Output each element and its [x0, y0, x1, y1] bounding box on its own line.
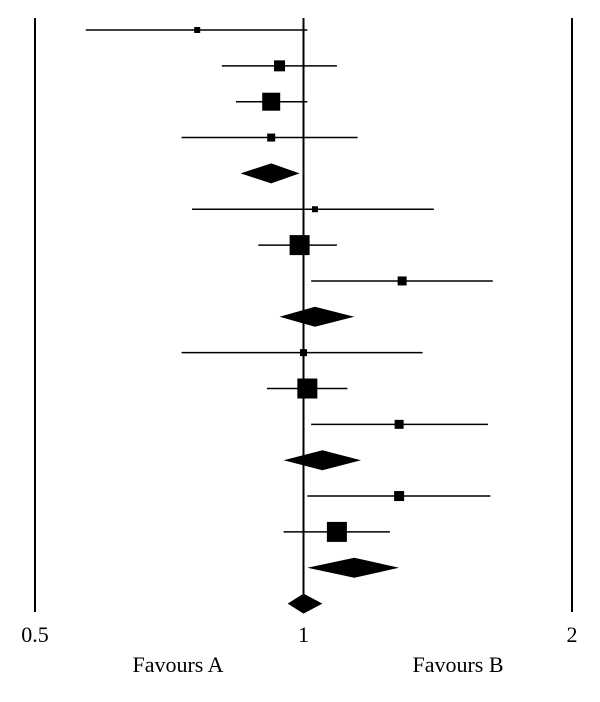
point-estimate [311, 206, 318, 213]
pooled-diamond [307, 557, 400, 578]
left-label: Favours A [132, 652, 223, 677]
point-estimate [297, 378, 318, 399]
pooled-diamond [287, 593, 323, 614]
point-estimate [300, 349, 307, 357]
point-estimate [397, 276, 407, 286]
x-tick-label: 0.5 [21, 622, 49, 647]
pooled-diamond [283, 450, 361, 471]
x-tick-label: 1 [298, 622, 309, 647]
point-estimate [262, 92, 281, 111]
point-estimate [274, 60, 286, 72]
point-estimate [326, 521, 347, 542]
point-estimate [194, 27, 201, 33]
point-estimate [289, 235, 310, 256]
pooled-diamond [279, 306, 355, 327]
point-estimate [267, 133, 276, 142]
right-label: Favours B [412, 652, 503, 677]
pooled-diamond [240, 163, 300, 184]
point-estimate [394, 491, 405, 502]
x-tick-label: 2 [567, 622, 578, 647]
point-estimate [394, 419, 404, 429]
